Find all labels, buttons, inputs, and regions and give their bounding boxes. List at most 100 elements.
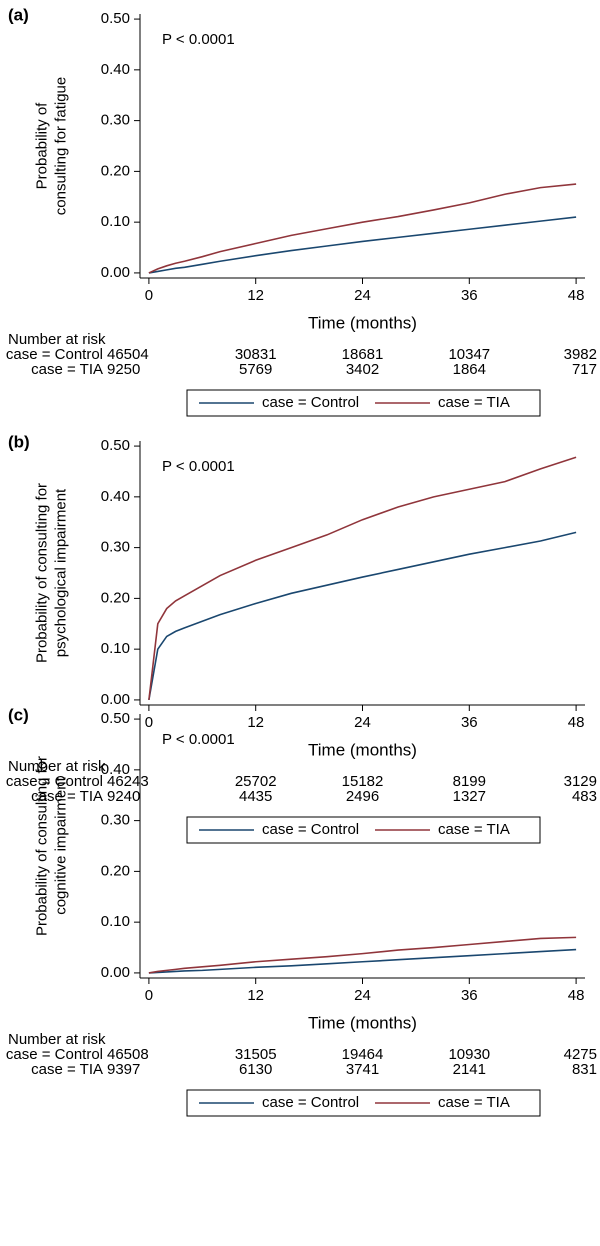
risk-value: 3129 — [564, 773, 597, 790]
x-tick-label: 12 — [247, 287, 264, 304]
risk-value: 1327 — [453, 788, 486, 805]
x-tick-label: 36 — [461, 287, 478, 304]
legend-label: case = Control — [262, 394, 359, 411]
risk-table-title: Number at risk — [8, 1031, 106, 1048]
annotation: P < 0.0001 — [162, 731, 235, 748]
x-tick-label: 48 — [568, 987, 585, 1004]
y-tick-label: 0.30 — [101, 539, 130, 556]
risk-value: 4275 — [564, 1046, 597, 1063]
risk-value: 10347 — [448, 346, 490, 363]
x-tick-label: 48 — [568, 287, 585, 304]
legend-label: case = Control — [262, 1094, 359, 1111]
risk-row-label: case = TIA — [31, 361, 103, 378]
x-tick-label: 36 — [461, 714, 478, 731]
risk-value: 6130 — [239, 1061, 272, 1078]
x-tick-label: 24 — [354, 287, 371, 304]
x-tick-label: 36 — [461, 987, 478, 1004]
risk-value: 30831 — [235, 346, 277, 363]
line-series — [148, 936, 577, 974]
legend-label: case = TIA — [438, 821, 510, 838]
y-tick-label: 0.50 — [101, 710, 130, 727]
risk-value: 31505 — [235, 1046, 277, 1063]
risk-row-label: case = Control — [6, 773, 103, 790]
annotation: P < 0.0001 — [162, 31, 235, 48]
risk-row-label: case = TIA — [31, 788, 103, 805]
risk-table-title: Number at risk — [8, 331, 106, 348]
y-axis-title: Probability of consulting for — [33, 483, 50, 663]
x-axis-title: Time (months) — [308, 313, 417, 332]
risk-value: 46508 — [107, 1046, 149, 1063]
risk-value: 25702 — [235, 773, 277, 790]
y-axis-title: psychological impairment — [52, 488, 69, 657]
y-tick-label: 0.40 — [101, 488, 130, 505]
y-tick-label: 0.10 — [101, 913, 130, 930]
y-axis-title: consulting for fatigue — [52, 77, 69, 215]
line-series — [148, 531, 577, 701]
risk-value: 831 — [572, 1061, 597, 1078]
panel: (b) P < 0.0001 0.00 0.10 0.20 0.30 0.40 0.50 0 12… — [6, 432, 597, 844]
x-tick-label: 12 — [247, 987, 264, 1004]
panel-label: (a) — [8, 5, 29, 24]
panel: (a) P < 0.0001 0.00 0.10 0.20 0.30 0.40 0.50 0 12… — [6, 5, 597, 417]
y-axis-title: Probability of consulting for — [33, 756, 50, 936]
x-tick-label: 24 — [354, 987, 371, 1004]
y-axis-title: Probability of — [33, 102, 50, 190]
line-series — [148, 183, 577, 274]
x-tick-label: 0 — [145, 987, 153, 1004]
risk-value: 3741 — [346, 1061, 379, 1078]
legend-box — [186, 1089, 541, 1117]
x-axis-title: Time (months) — [308, 1013, 417, 1032]
y-tick-label: 0.50 — [101, 437, 130, 454]
line-series — [148, 948, 577, 974]
x-tick-label: 0 — [145, 714, 153, 731]
risk-value: 1864 — [453, 361, 486, 378]
risk-value: 9397 — [107, 1061, 140, 1078]
legend-label: case = Control — [262, 821, 359, 838]
risk-value: 10930 — [448, 1046, 490, 1063]
panel-label: (c) — [8, 705, 29, 724]
y-tick-label: 0.10 — [101, 213, 130, 230]
y-tick-label: 0.50 — [101, 10, 130, 27]
risk-value: 18681 — [342, 346, 384, 363]
x-tick-label: 0 — [145, 287, 153, 304]
panel: (c) P < 0.0001 0.00 0.10 0.20 0.30 0.40 0.50 0 12… — [6, 705, 597, 1117]
x-axis-title: Time (months) — [308, 740, 417, 759]
legend-label: case = TIA — [438, 394, 510, 411]
y-axis-title: cognitive impairment — [52, 776, 69, 914]
y-tick-label: 0.00 — [101, 691, 130, 708]
risk-value: 2141 — [453, 1061, 486, 1078]
risk-value: 9240 — [107, 788, 140, 805]
legend-label: case = TIA — [438, 1094, 510, 1111]
y-tick-label: 0.40 — [101, 61, 130, 78]
risk-value: 483 — [572, 788, 597, 805]
x-tick-label: 24 — [354, 714, 371, 731]
risk-value: 5769 — [239, 361, 272, 378]
risk-value: 717 — [572, 361, 597, 378]
risk-value: 3982 — [564, 346, 597, 363]
y-tick-label: 0.20 — [101, 589, 130, 606]
y-tick-label: 0.40 — [101, 761, 130, 778]
risk-value: 19464 — [342, 1046, 384, 1063]
risk-value: 46504 — [107, 346, 149, 363]
risk-value: 3402 — [346, 361, 379, 378]
risk-value: 15182 — [342, 773, 384, 790]
x-tick-label: 12 — [247, 714, 264, 731]
x-tick-label: 48 — [568, 714, 585, 731]
panel-label: (b) — [8, 432, 30, 451]
risk-table-title: Number at risk — [8, 758, 106, 775]
risk-row-label: case = Control — [6, 346, 103, 363]
risk-value: 8199 — [453, 773, 486, 790]
annotation: P < 0.0001 — [162, 458, 235, 475]
y-tick-label: 0.20 — [101, 862, 130, 879]
risk-value: 46243 — [107, 773, 149, 790]
risk-value: 4435 — [239, 788, 272, 805]
line-series — [148, 456, 577, 701]
risk-value: 9250 — [107, 361, 140, 378]
risk-value: 2496 — [346, 788, 379, 805]
y-tick-label: 0.10 — [101, 640, 130, 657]
y-tick-label: 0.30 — [101, 812, 130, 829]
risk-row-label: case = Control — [6, 1046, 103, 1063]
y-tick-label: 0.00 — [101, 964, 130, 981]
y-tick-label: 0.30 — [101, 112, 130, 129]
